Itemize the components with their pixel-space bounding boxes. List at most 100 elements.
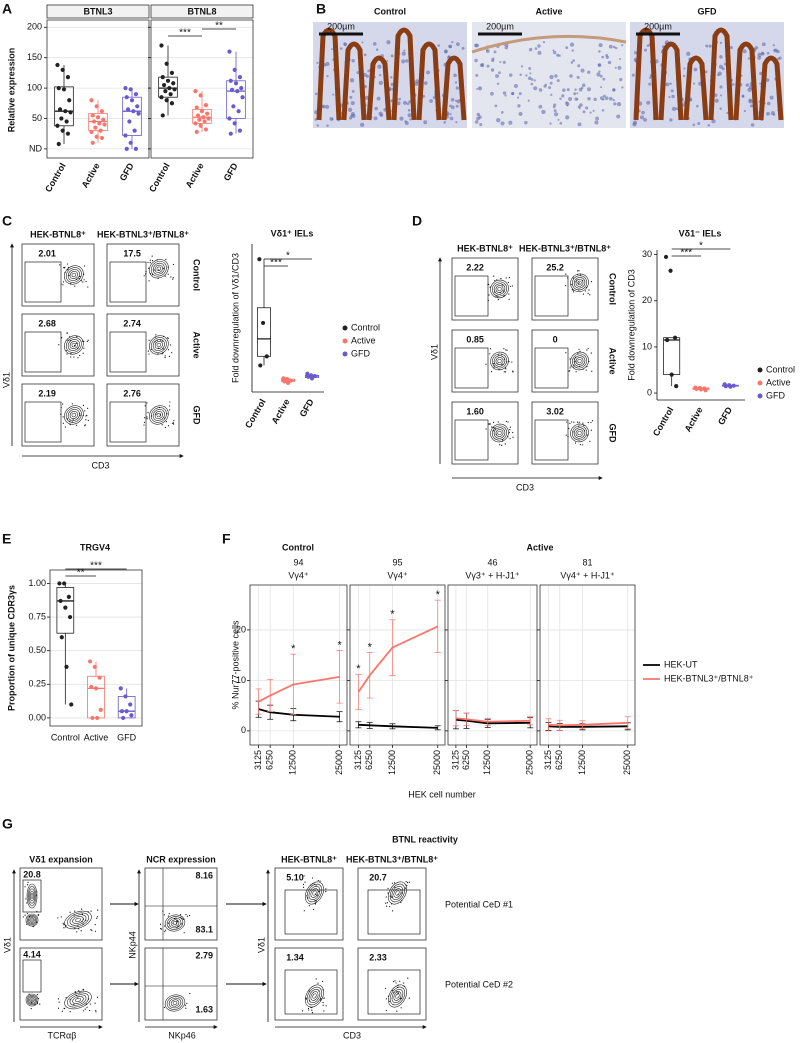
event-dot xyxy=(161,424,163,426)
tissue-nucleus xyxy=(711,119,716,124)
group-label: Active xyxy=(526,542,553,552)
point xyxy=(160,113,165,118)
event-dot xyxy=(406,884,408,886)
x-tick-label: 6250 xyxy=(265,750,275,770)
facet-title: Vγ3⁺ + H-J1⁺ xyxy=(465,570,520,580)
event-dot xyxy=(321,980,324,983)
event-dot xyxy=(164,929,167,931)
event-dot xyxy=(62,416,64,418)
event-dot xyxy=(68,274,70,277)
tissue-nucleus xyxy=(386,59,389,63)
point xyxy=(55,62,60,68)
event-dot xyxy=(303,875,305,877)
point xyxy=(60,67,65,72)
flow-plot-frame xyxy=(21,313,95,377)
event-dot xyxy=(58,1001,60,1003)
tissue-nucleus xyxy=(349,95,353,99)
contour xyxy=(495,357,504,365)
x-tick-label: GFD xyxy=(118,161,136,183)
flow-plot-frame xyxy=(357,867,427,941)
event-dot xyxy=(507,421,509,423)
point xyxy=(57,107,63,112)
tissue-nucleus xyxy=(525,74,528,77)
event-dot xyxy=(576,421,579,423)
event-dot xyxy=(508,360,510,362)
event-dot xyxy=(62,422,64,424)
tissue-nucleus xyxy=(533,86,538,91)
event-dot xyxy=(575,371,577,373)
point xyxy=(264,354,269,359)
tissue-nucleus xyxy=(553,50,557,55)
point xyxy=(128,702,133,707)
event-dot xyxy=(85,280,87,283)
facet-title: 81 xyxy=(582,557,592,567)
tissue-nucleus xyxy=(390,76,393,79)
event-dot xyxy=(37,914,39,916)
contour xyxy=(570,273,589,293)
event-dot xyxy=(74,285,76,287)
y-axis-label: Vδ1 xyxy=(2,937,12,953)
tissue-nucleus xyxy=(437,44,440,47)
tissue-nucleus xyxy=(683,67,686,70)
event-dot xyxy=(169,401,171,403)
point xyxy=(87,659,93,664)
event-dot xyxy=(66,332,68,334)
tissue-nucleus xyxy=(770,111,775,116)
contour xyxy=(26,883,38,909)
contour xyxy=(308,886,321,900)
tissue-nucleus xyxy=(574,88,577,91)
tissue-nucleus xyxy=(747,57,751,60)
tissue-nucleus xyxy=(316,61,319,64)
event-dot xyxy=(57,998,60,1000)
point xyxy=(198,93,203,98)
tissue-nucleus xyxy=(325,104,330,109)
event-dot xyxy=(391,910,394,912)
tissue-nucleus xyxy=(719,85,723,89)
point xyxy=(674,384,679,389)
tissue-nucleus xyxy=(549,81,553,85)
event-dot xyxy=(70,356,72,358)
event-dot xyxy=(175,922,178,924)
tissue-nucleus xyxy=(376,96,381,101)
contour xyxy=(149,405,169,425)
tissue-nucleus xyxy=(745,83,750,87)
gate xyxy=(367,889,421,935)
event-dot xyxy=(322,1004,324,1006)
point xyxy=(98,707,103,712)
event-dot xyxy=(77,925,79,927)
gate-value: 83.1 xyxy=(195,924,213,934)
event-dot xyxy=(146,402,148,404)
event-dot xyxy=(169,409,171,411)
point xyxy=(731,383,736,388)
facet-strip xyxy=(150,4,254,19)
event-dot xyxy=(167,915,169,917)
contour xyxy=(495,429,504,437)
plot-frame xyxy=(150,19,254,159)
contour xyxy=(30,893,34,899)
event-dot xyxy=(509,438,511,440)
event-dot xyxy=(391,903,393,905)
tissue-nucleus xyxy=(359,122,365,127)
event-dot xyxy=(31,1000,33,1002)
plot-frame xyxy=(249,584,348,746)
point xyxy=(728,384,733,389)
contour xyxy=(575,429,584,437)
tissue-nucleus xyxy=(508,120,513,125)
villus-stain xyxy=(316,27,342,121)
tissue-nucleus xyxy=(529,72,532,75)
event-dot xyxy=(25,898,27,900)
event-dot xyxy=(67,269,69,271)
tissue-nucleus xyxy=(598,70,601,73)
event-dot xyxy=(504,367,506,369)
event-dot xyxy=(76,336,78,338)
x-tick-label: Active xyxy=(80,161,102,189)
point xyxy=(63,605,68,610)
point xyxy=(193,121,198,126)
contour xyxy=(64,265,84,285)
tissue-nucleus xyxy=(398,97,401,101)
event-dot xyxy=(579,274,581,276)
y-axis-label: Vδ1 xyxy=(429,344,439,360)
point xyxy=(64,664,69,669)
x-tick-label: Control xyxy=(43,161,68,194)
tissue-nucleus xyxy=(741,94,745,98)
